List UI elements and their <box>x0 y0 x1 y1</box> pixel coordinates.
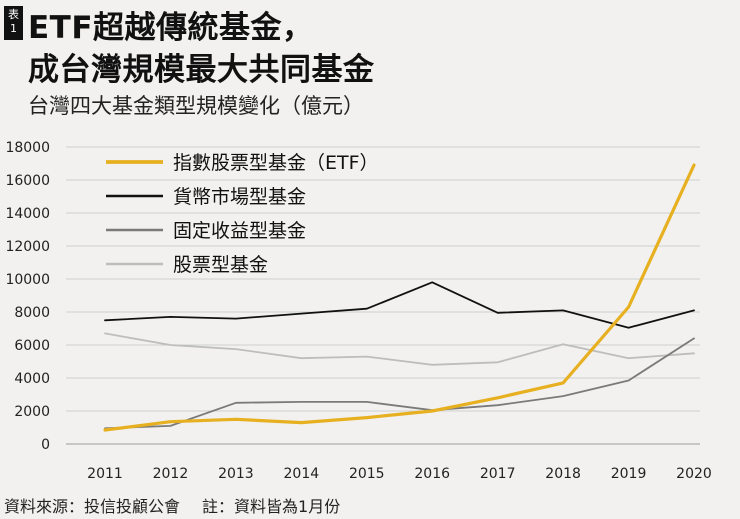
series-line <box>104 281 695 329</box>
x-tick-label: 2018 <box>545 466 581 482</box>
y-tick-label: 12000 <box>5 239 50 255</box>
x-tick-label: 2017 <box>480 466 516 482</box>
y-tick-label: 6000 <box>14 338 50 354</box>
note-text: 註：資料皆為1月份 <box>202 497 341 516</box>
y-tick-label: 10000 <box>5 272 50 288</box>
chart-title-line-2: 成台灣規模最大共同基金 <box>28 52 375 88</box>
chart-title-line-1: ETF超越傳統基金， <box>28 10 314 46</box>
series-line <box>103 163 696 432</box>
x-tick-label: 2011 <box>87 466 123 482</box>
figure-tag-label: 表 <box>8 8 19 21</box>
series-line <box>104 332 695 366</box>
figure-tag-number: 1 <box>10 22 17 35</box>
source-text: 資料來源：投信投顧公會 <box>4 497 181 516</box>
x-tick-label: 2012 <box>153 466 189 482</box>
x-tick-label: 2015 <box>349 466 385 482</box>
series-line <box>104 337 695 430</box>
x-tick-label: 2020 <box>676 466 712 482</box>
x-tick-label: 2013 <box>218 466 254 482</box>
legend-label: 股票型基金 <box>173 254 268 276</box>
y-tick-label: 4000 <box>14 371 50 387</box>
figure-tag: 表 1 <box>4 6 23 40</box>
y-tick-label: 2000 <box>14 404 50 420</box>
y-tick-label: 0 <box>41 437 50 453</box>
legend-label: 固定收益型基金 <box>173 220 306 242</box>
y-tick-label: 14000 <box>5 206 50 222</box>
x-tick-label: 2014 <box>284 466 320 482</box>
legend-label: 指數股票型基金（ETF） <box>173 152 379 174</box>
x-tick-label: 2019 <box>611 466 647 482</box>
x-tick-label: 2016 <box>414 466 450 482</box>
footer-source: 資料來源：投信投顧公會 註：資料皆為1月份 <box>4 493 340 517</box>
chart-subtitle: 台灣四大基金類型規模變化（億元） <box>28 94 364 118</box>
y-tick-label: 18000 <box>5 140 50 156</box>
legend-label: 貨幣市場型基金 <box>173 186 306 208</box>
y-tick-label: 8000 <box>14 305 50 321</box>
y-tick-label: 16000 <box>5 173 50 189</box>
